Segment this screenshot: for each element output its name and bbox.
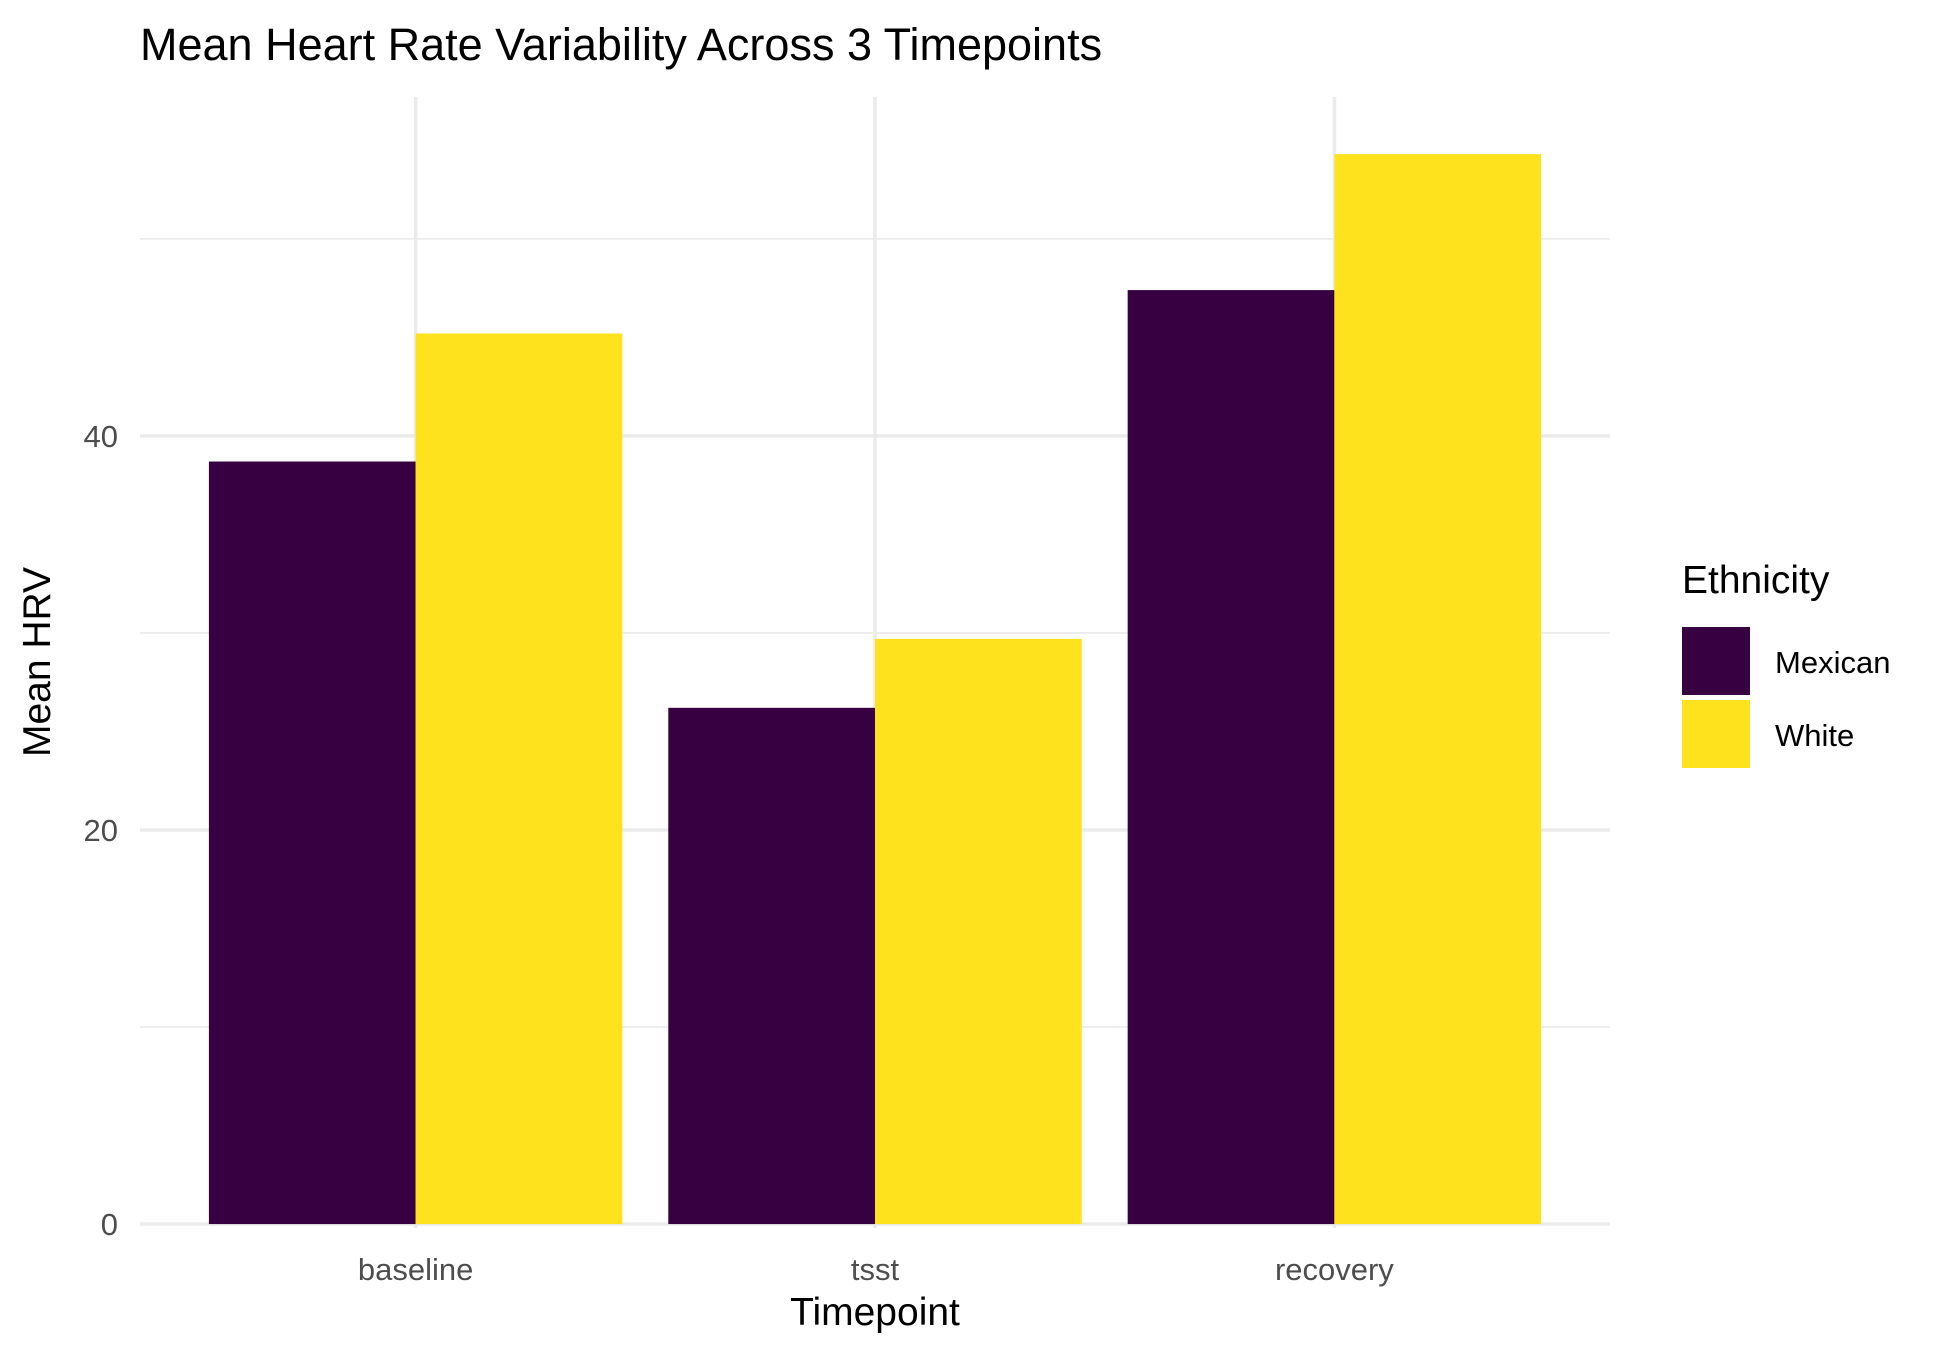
y-tick-label: 0 bbox=[101, 1207, 118, 1242]
x-tick-label: recovery bbox=[1275, 1252, 1394, 1287]
y-axis-tick-labels: 0 20 40 bbox=[84, 419, 118, 1242]
legend-key-white bbox=[1682, 700, 1750, 768]
x-axis-title: Timepoint bbox=[790, 1291, 960, 1334]
bar-white-tsst bbox=[875, 638, 1082, 1225]
legend-key-mexican bbox=[1682, 627, 1750, 695]
y-tick-label: 40 bbox=[84, 419, 118, 454]
y-tick-label: 20 bbox=[84, 813, 118, 848]
bar-mexican-tsst bbox=[668, 707, 875, 1225]
x-tick-label: tsst bbox=[851, 1252, 900, 1287]
x-axis-tick-labels: baseline tsst recovery bbox=[358, 1252, 1394, 1287]
bar-white-recovery bbox=[1334, 154, 1542, 1225]
y-axis-title: Mean HRV bbox=[16, 567, 59, 757]
bar-mexican-baseline bbox=[208, 461, 416, 1225]
chart-title: Mean Heart Rate Variability Across 3 Tim… bbox=[140, 19, 1102, 70]
x-tick-label: baseline bbox=[358, 1252, 473, 1287]
legend-title: Ethnicity bbox=[1682, 559, 1830, 602]
legend: Ethnicity Mexican White bbox=[1682, 559, 1890, 768]
bar-mexican-recovery bbox=[1127, 290, 1335, 1225]
bar-white-baseline bbox=[415, 333, 623, 1225]
bars bbox=[208, 154, 1542, 1225]
legend-label-white: White bbox=[1775, 718, 1854, 753]
legend-label-mexican: Mexican bbox=[1775, 645, 1890, 680]
